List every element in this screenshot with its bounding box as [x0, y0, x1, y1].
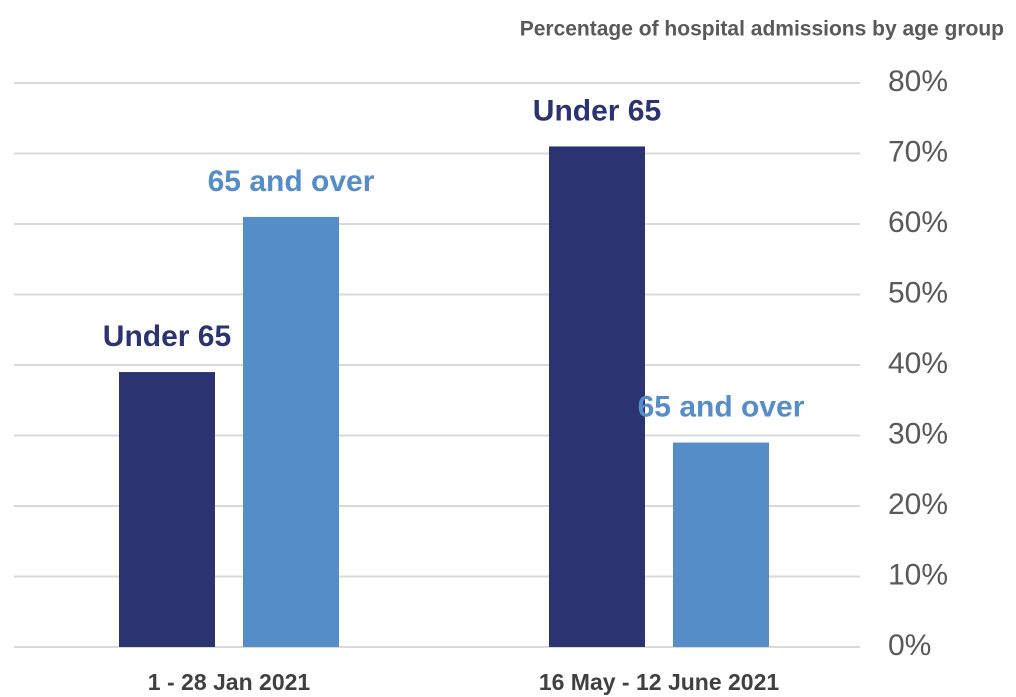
y-tick-label: 60% [888, 206, 948, 239]
y-tick-label: 10% [888, 558, 948, 591]
x-tick-label: 1 - 28 Jan 2021 [148, 669, 311, 695]
bar-label: 65 and over [638, 390, 805, 423]
y-tick-label: 40% [888, 347, 948, 380]
y-tick-label: 0% [888, 629, 931, 662]
bar-label: 65 and over [208, 165, 375, 198]
bar-label: Under 65 [533, 94, 661, 127]
y-tick-label: 70% [888, 135, 948, 168]
bar [119, 372, 215, 647]
x-tick-label: 16 May - 12 June 2021 [539, 669, 780, 695]
bar [549, 146, 645, 647]
bar [673, 442, 769, 647]
y-tick-label: 30% [888, 417, 948, 450]
y-tick-label: 50% [888, 276, 948, 309]
bar-label: Under 65 [103, 320, 231, 353]
chart-title: Percentage of hospital admissions by age… [520, 18, 1004, 41]
y-tick-label: 20% [888, 488, 948, 521]
y-tick-label: 80% [888, 65, 948, 98]
bar [243, 216, 339, 647]
